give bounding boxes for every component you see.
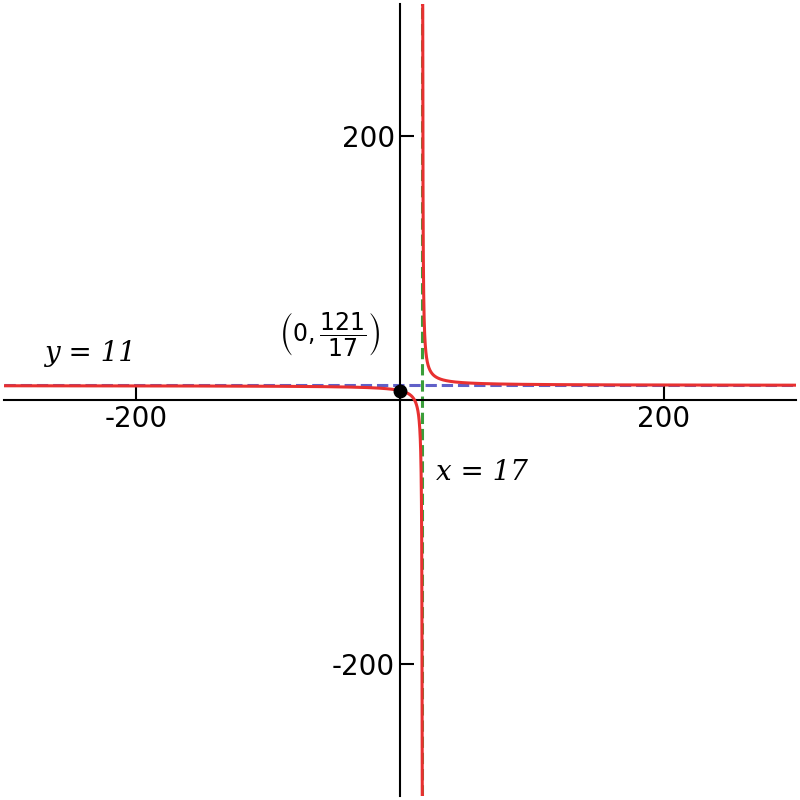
Text: $\left(0,\dfrac{121}{17}\right)$: $\left(0,\dfrac{121}{17}\right)$: [278, 310, 380, 358]
Text: x = 17: x = 17: [436, 459, 527, 486]
Text: y = 11: y = 11: [44, 340, 136, 367]
